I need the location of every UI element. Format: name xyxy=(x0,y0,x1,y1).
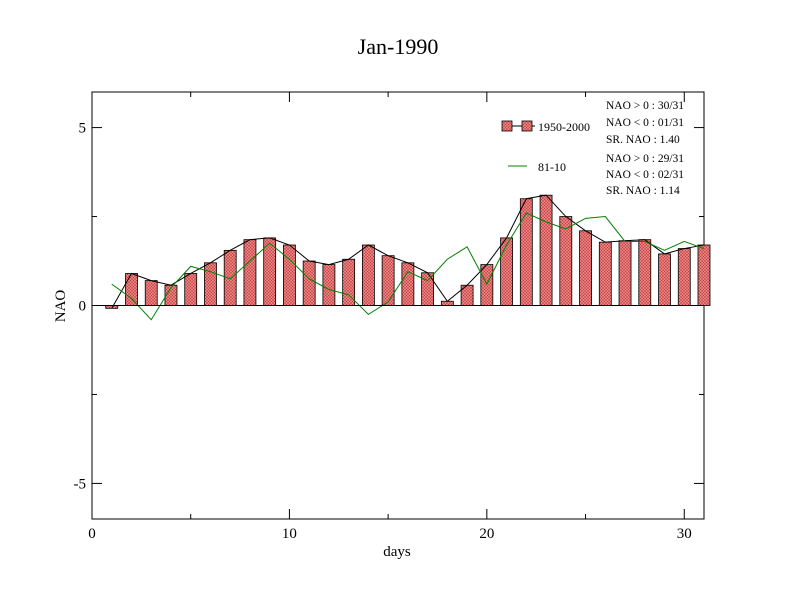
bars-layer xyxy=(105,194,711,309)
bar-day-24 xyxy=(559,216,573,306)
legend-label-81-10: 81-10 xyxy=(538,160,566,174)
bar-day-25 xyxy=(579,230,592,306)
annotation-set1-negative: NAO < 0 : 01/31 xyxy=(606,117,684,129)
bar-day-17 xyxy=(421,272,435,306)
y-tick-label--5: -5 xyxy=(74,476,87,492)
bar-day-27 xyxy=(618,240,632,306)
annotation-set1-sr: SR. NAO : 1.40 xyxy=(606,134,680,146)
y-tick-label-5: 5 xyxy=(79,121,87,137)
bar-day-14 xyxy=(361,244,375,306)
legend-label-1950-2000: 1950-2000 xyxy=(538,120,590,134)
annotation-set2-positive: NAO > 0 : 29/31 xyxy=(606,153,684,165)
bar-day-23 xyxy=(539,194,553,306)
x-tick-label-10: 10 xyxy=(282,526,297,542)
bar-day-30 xyxy=(677,248,691,306)
x-axis-label: days xyxy=(383,544,411,560)
x-tick-label-0: 0 xyxy=(88,526,96,542)
bar-day-3 xyxy=(144,280,158,306)
series-line-1950-2000 xyxy=(111,194,705,309)
bar-day-29 xyxy=(658,253,671,306)
x-tick-label-30: 30 xyxy=(677,526,692,542)
bar-day-26 xyxy=(598,241,612,306)
annotation-set2-negative: NAO < 0 : 02/31 xyxy=(606,169,684,181)
bar-day-5 xyxy=(184,273,198,306)
annotation-set1-positive: NAO > 0 : 30/31 xyxy=(606,100,684,112)
bar-day-21 xyxy=(500,237,513,306)
bar-day-8 xyxy=(243,239,257,306)
legend-swatch-1950-2000-b xyxy=(521,120,533,132)
legend: 1950-2000 81-10 xyxy=(501,120,590,174)
y-tick-label-0: 0 xyxy=(79,299,87,315)
annotation-set2-sr: SR. NAO : 1.14 xyxy=(606,185,680,197)
bar-day-12 xyxy=(322,264,336,306)
series-line-81-10 xyxy=(111,212,705,321)
bar-day-6 xyxy=(204,262,217,306)
bar-day-31 xyxy=(697,244,711,306)
chart-title: Jan-1990 xyxy=(358,34,439,59)
bar-day-15 xyxy=(381,255,395,306)
legend-swatch-1950-2000 xyxy=(501,120,513,132)
bar-day-11 xyxy=(302,260,316,306)
x-tick-label-20: 20 xyxy=(479,526,494,542)
y-axis-label: NAO xyxy=(53,290,69,323)
bar-day-2 xyxy=(125,273,138,306)
bar-day-10 xyxy=(283,244,296,306)
bar-day-16 xyxy=(401,262,415,306)
axes-layer: 0 10 20 30 -5 0 5 xyxy=(74,92,704,542)
bar-day-9 xyxy=(263,237,277,306)
stats-annotations: NAO > 0 : 30/31 NAO < 0 : 01/31 SR. NAO … xyxy=(606,100,684,197)
bar-day-28 xyxy=(638,239,652,306)
lines-layer xyxy=(111,194,705,321)
bar-day-7 xyxy=(223,249,237,306)
